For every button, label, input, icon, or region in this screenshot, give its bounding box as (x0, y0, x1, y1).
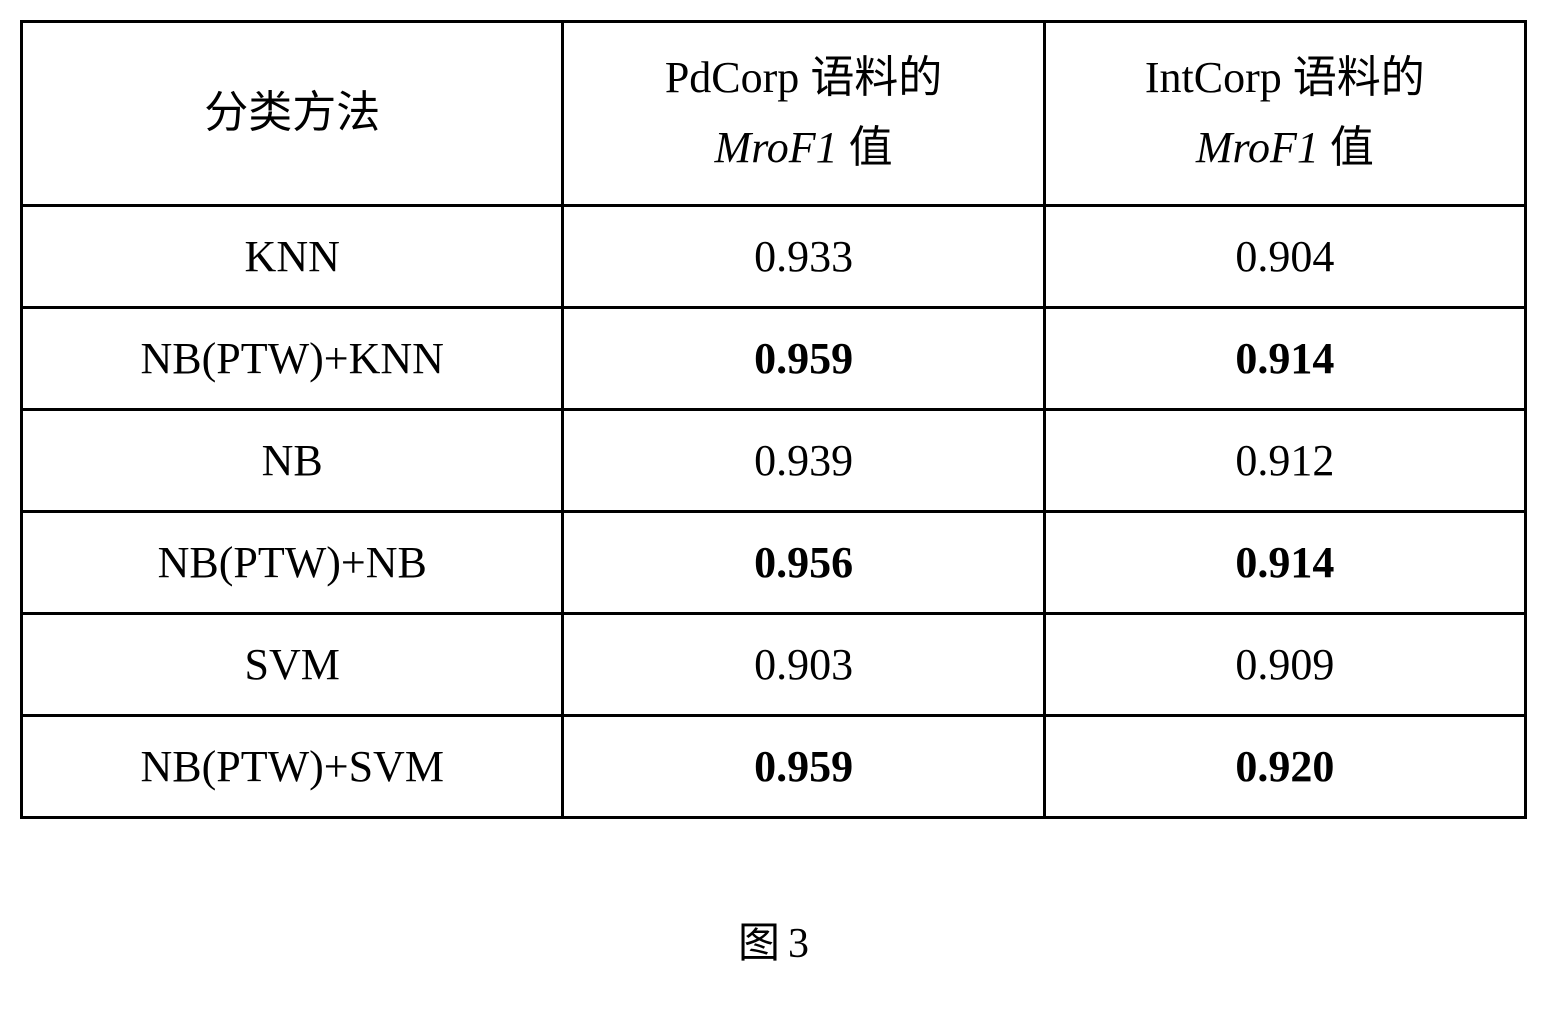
cell-method: KNN (22, 205, 563, 307)
figure-caption-label: 图 (738, 909, 780, 970)
cell-pdcorp: 0.939 (563, 409, 1044, 511)
cell-pdcorp: 0.959 (563, 715, 1044, 817)
cell-pdcorp: 0.903 (563, 613, 1044, 715)
cell-pdcorp: 0.933 (563, 205, 1044, 307)
figure-caption: 图 3 (738, 909, 809, 970)
figure-caption-number: 3 (788, 920, 809, 968)
cell-intcorp: 0.904 (1044, 205, 1525, 307)
cell-intcorp: 0.914 (1044, 307, 1525, 409)
header-method-text: 分类方法 (204, 88, 380, 137)
header-pdcorp-line2: MroF1 值 (715, 123, 893, 172)
table-row: KNN 0.933 0.904 (22, 205, 1526, 307)
cell-intcorp: 0.909 (1044, 613, 1525, 715)
table-row: SVM 0.903 0.909 (22, 613, 1526, 715)
header-intcorp-line2: MroF1 值 (1196, 123, 1374, 172)
results-table: 分类方法 PdCorp 语料的 MroF1 值 IntCorp 语料的 MroF… (20, 20, 1527, 819)
cell-pdcorp: 0.956 (563, 511, 1044, 613)
cell-intcorp: 0.914 (1044, 511, 1525, 613)
results-table-container: 分类方法 PdCorp 语料的 MroF1 值 IntCorp 语料的 MroF… (20, 20, 1527, 819)
cell-method: NB(PTW)+KNN (22, 307, 563, 409)
cell-method: NB(PTW)+SVM (22, 715, 563, 817)
header-method: 分类方法 (22, 22, 563, 206)
table-body: KNN 0.933 0.904 NB(PTW)+KNN 0.959 0.914 … (22, 205, 1526, 817)
header-intcorp: IntCorp 语料的 MroF1 值 (1044, 22, 1525, 206)
cell-pdcorp: 0.959 (563, 307, 1044, 409)
table-row: NB 0.939 0.912 (22, 409, 1526, 511)
table-header-row: 分类方法 PdCorp 语料的 MroF1 值 IntCorp 语料的 MroF… (22, 22, 1526, 206)
table-row: NB(PTW)+SVM 0.959 0.920 (22, 715, 1526, 817)
table-row: NB(PTW)+KNN 0.959 0.914 (22, 307, 1526, 409)
cell-intcorp: 0.920 (1044, 715, 1525, 817)
header-intcorp-line1: IntCorp 语料的 (1145, 53, 1425, 102)
cell-method: NB (22, 409, 563, 511)
cell-method: NB(PTW)+NB (22, 511, 563, 613)
header-pdcorp: PdCorp 语料的 MroF1 值 (563, 22, 1044, 206)
table-row: NB(PTW)+NB 0.956 0.914 (22, 511, 1526, 613)
cell-method: SVM (22, 613, 563, 715)
cell-intcorp: 0.912 (1044, 409, 1525, 511)
header-pdcorp-line1: PdCorp 语料的 (665, 53, 942, 102)
